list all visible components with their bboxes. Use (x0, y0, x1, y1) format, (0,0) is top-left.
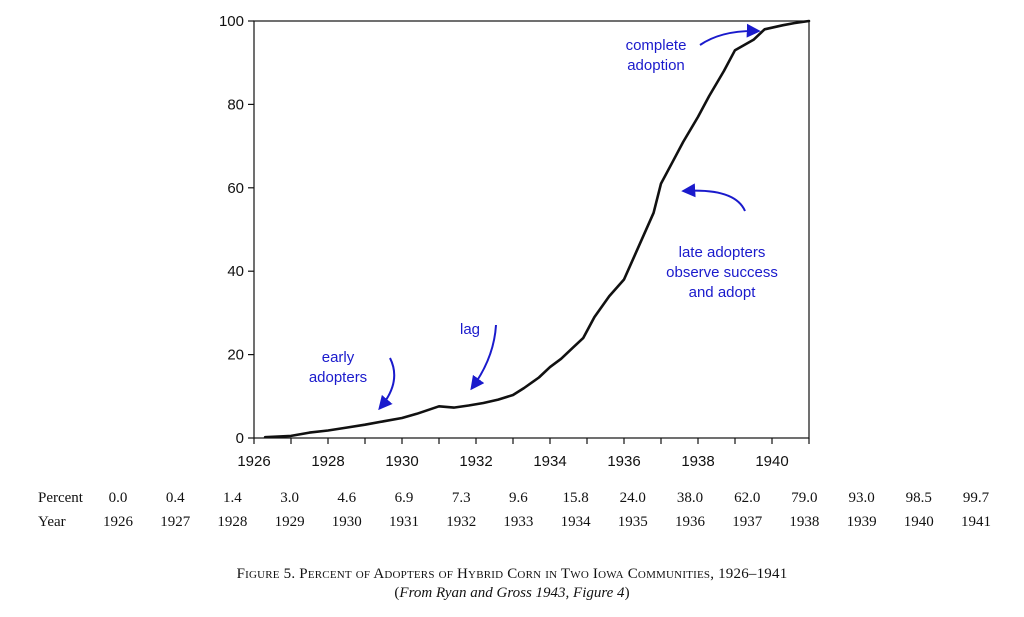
table-cell: 1927 (160, 514, 191, 530)
table-cell: 9.6 (509, 490, 528, 506)
table-cell: 1931 (389, 514, 419, 530)
figure-caption: Figure 5. Percent of Adopters of Hybrid … (0, 566, 1024, 602)
annotation-complete-adoption-line: adoption (627, 57, 685, 74)
table-cell: 1926 (103, 514, 133, 530)
annotation-late-adopters-line: observe success (666, 264, 778, 281)
table-cell: 1934 (560, 514, 591, 530)
annotation-lag-arrow (470, 324, 497, 391)
data-table: Percent 0.0 0.4 1.4 3.0 4.6 6.9 7.3 9.6 15.8 24.0 3… (38, 490, 998, 538)
annotation-early-adopters-line: adopters (309, 369, 367, 386)
x-tick-label: 1928 (311, 453, 344, 470)
x-tick-label: 1932 (459, 453, 492, 470)
annotation-complete-adoption: complete adoption (626, 37, 687, 74)
caption-source: (From Ryan and Gross 1943, Figure 4) (0, 585, 1024, 602)
annotation-complete-adoption-arrow (699, 23, 761, 46)
annotation-early-adopters-arrow (378, 357, 396, 411)
annotation-complete-adoption-line: complete (626, 37, 687, 54)
annotation-early-adopters-line: early (322, 349, 355, 366)
caption-source-close: ) (624, 585, 630, 601)
y-tick-label: 60 (227, 180, 244, 197)
table-cell: 1937 (732, 514, 763, 530)
annotation-lag: lag (460, 321, 480, 338)
caption-source-citation: From Ryan and Gross 1943, Figure 4 (399, 585, 625, 601)
annotation-late-adopters: late adopters observe success and adopt (666, 244, 778, 301)
table-row-percent: Percent 0.0 0.4 1.4 3.0 4.6 6.9 7.3 9.6 15.8 24.0 3… (38, 490, 998, 514)
table-cell: 1.4 (223, 490, 242, 506)
table-cell: 1932 (446, 514, 477, 530)
table-cell: 1938 (789, 514, 820, 530)
x-tick-label: 1936 (607, 453, 640, 470)
table-row-label: Year (38, 514, 66, 530)
table-cell: 1933 (503, 514, 534, 530)
table-cell: 1940 (903, 514, 934, 530)
x-tick-label: 1926 (237, 453, 270, 470)
table-cell: 15.8 (562, 490, 589, 506)
table-cell: 4.6 (337, 490, 357, 506)
x-tick-label: 1938 (681, 453, 714, 470)
caption-title: Figure 5. Percent of Adopters of Hybrid … (236, 566, 788, 582)
y-tick-label: 40 (227, 263, 244, 280)
table-cell: 3.0 (280, 490, 299, 506)
adoption-curve (263, 19, 811, 439)
plot-frame (253, 20, 810, 439)
table-row-year: Year 1926 1927 1928 1929 1930 1931 1932 1933 1934… (38, 514, 998, 538)
table-cell: 62.0 (734, 490, 761, 506)
x-tick-label: 1934 (533, 453, 566, 470)
table-cell: 99.7 (962, 490, 990, 506)
table-cell: 1935 (617, 514, 648, 530)
y-tick-label: 80 (227, 96, 244, 113)
table-cell: 0.0 (108, 490, 128, 506)
table-cell: 38.0 (676, 490, 704, 506)
table-cell: 98.5 (905, 490, 932, 506)
table-cell: 79.0 (791, 490, 818, 506)
table-cell: 0.4 (165, 490, 185, 506)
y-tick-label: 20 (227, 347, 244, 364)
table-cell: 1929 (274, 514, 305, 530)
table-cell: 1939 (846, 514, 877, 530)
annotation-late-adopters-line: late adopters (679, 244, 766, 261)
table-cell: 6.9 (394, 490, 414, 506)
annotation-late-adopters-line: and adopt (689, 284, 757, 301)
table-cell: 1930 (331, 514, 362, 530)
adoption-line-chart: 0 20 40 60 80 100 1926 1928 1930 1932 1934 1936 1938… (219, 13, 811, 470)
table-cell: 1928 (217, 514, 248, 530)
table-row-label: Percent (38, 490, 83, 506)
table-cell: 7.3 (451, 490, 471, 506)
table-cell: 24.0 (619, 490, 646, 506)
annotation-lag-line: lag (460, 321, 480, 338)
table-cell: 1941 (961, 514, 991, 530)
y-tick-label: 0 (236, 430, 244, 447)
y-tick-label: 100 (219, 13, 244, 30)
annotation-early-adopters: early adopters (309, 349, 367, 386)
table-cell: 1936 (675, 514, 705, 530)
x-tick-label: 1930 (385, 453, 418, 470)
caption-source-open: ( (394, 585, 400, 601)
table-cell: 93.0 (848, 490, 875, 506)
x-tick-label: 1940 (755, 453, 788, 470)
annotation-late-adopters-arrow (681, 183, 746, 212)
